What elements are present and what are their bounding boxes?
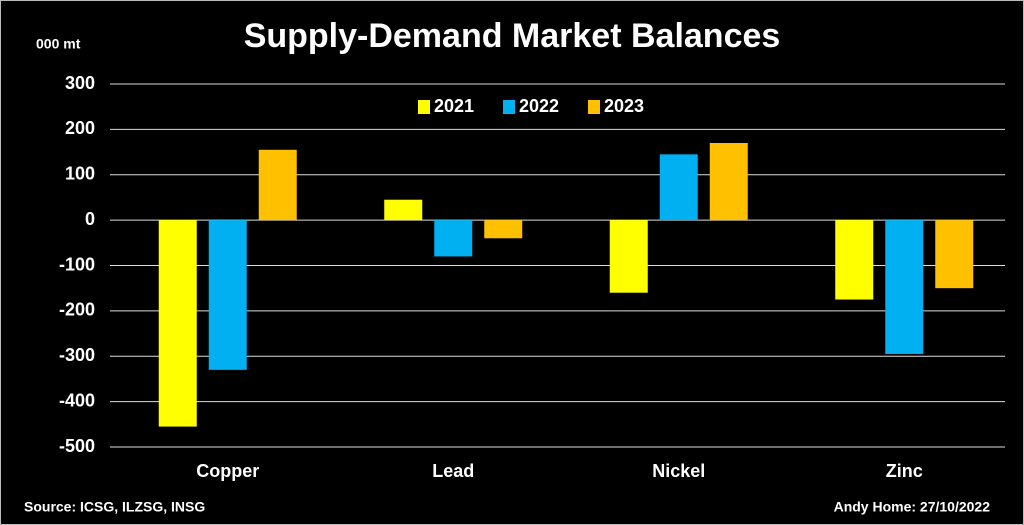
legend-swatch [588, 100, 600, 114]
bar [709, 142, 748, 221]
bar [484, 220, 523, 239]
legend-label: 2022 [519, 96, 559, 116]
bar [158, 220, 197, 427]
x-tick-label: Copper [196, 461, 259, 481]
y-tick-label: -200 [59, 300, 95, 320]
y-tick-label: 300 [65, 73, 95, 93]
legend-label: 2021 [434, 96, 474, 116]
y-axis-unit: 000 mt [36, 36, 81, 52]
credit-note: Andy Home: 27/10/2022 [834, 499, 991, 515]
x-tick-label: Zinc [886, 461, 923, 481]
bar [935, 220, 974, 289]
bar [208, 220, 247, 370]
bar [384, 199, 423, 221]
bar [434, 220, 473, 257]
source-note: Source: ICSG, ILZSG, INSG [24, 499, 205, 515]
bar [835, 220, 874, 300]
legend-label: 2023 [604, 96, 644, 116]
y-tick-label: 200 [65, 118, 95, 138]
y-tick-label: 0 [85, 209, 95, 229]
legend-swatch [503, 100, 515, 114]
bar [885, 220, 924, 354]
y-tick-label: -400 [59, 390, 95, 410]
bar [659, 154, 698, 221]
x-tick-label: Lead [432, 461, 474, 481]
y-tick-label: -100 [59, 254, 95, 274]
y-tick-label: -300 [59, 345, 95, 365]
bar [609, 220, 648, 293]
y-tick-label: -500 [59, 436, 95, 456]
x-tick-label: Nickel [652, 461, 705, 481]
y-tick-label: 100 [65, 164, 95, 184]
bar [258, 149, 297, 221]
legend-swatch [418, 100, 430, 114]
chart-title: Supply-Demand Market Balances [244, 17, 781, 55]
